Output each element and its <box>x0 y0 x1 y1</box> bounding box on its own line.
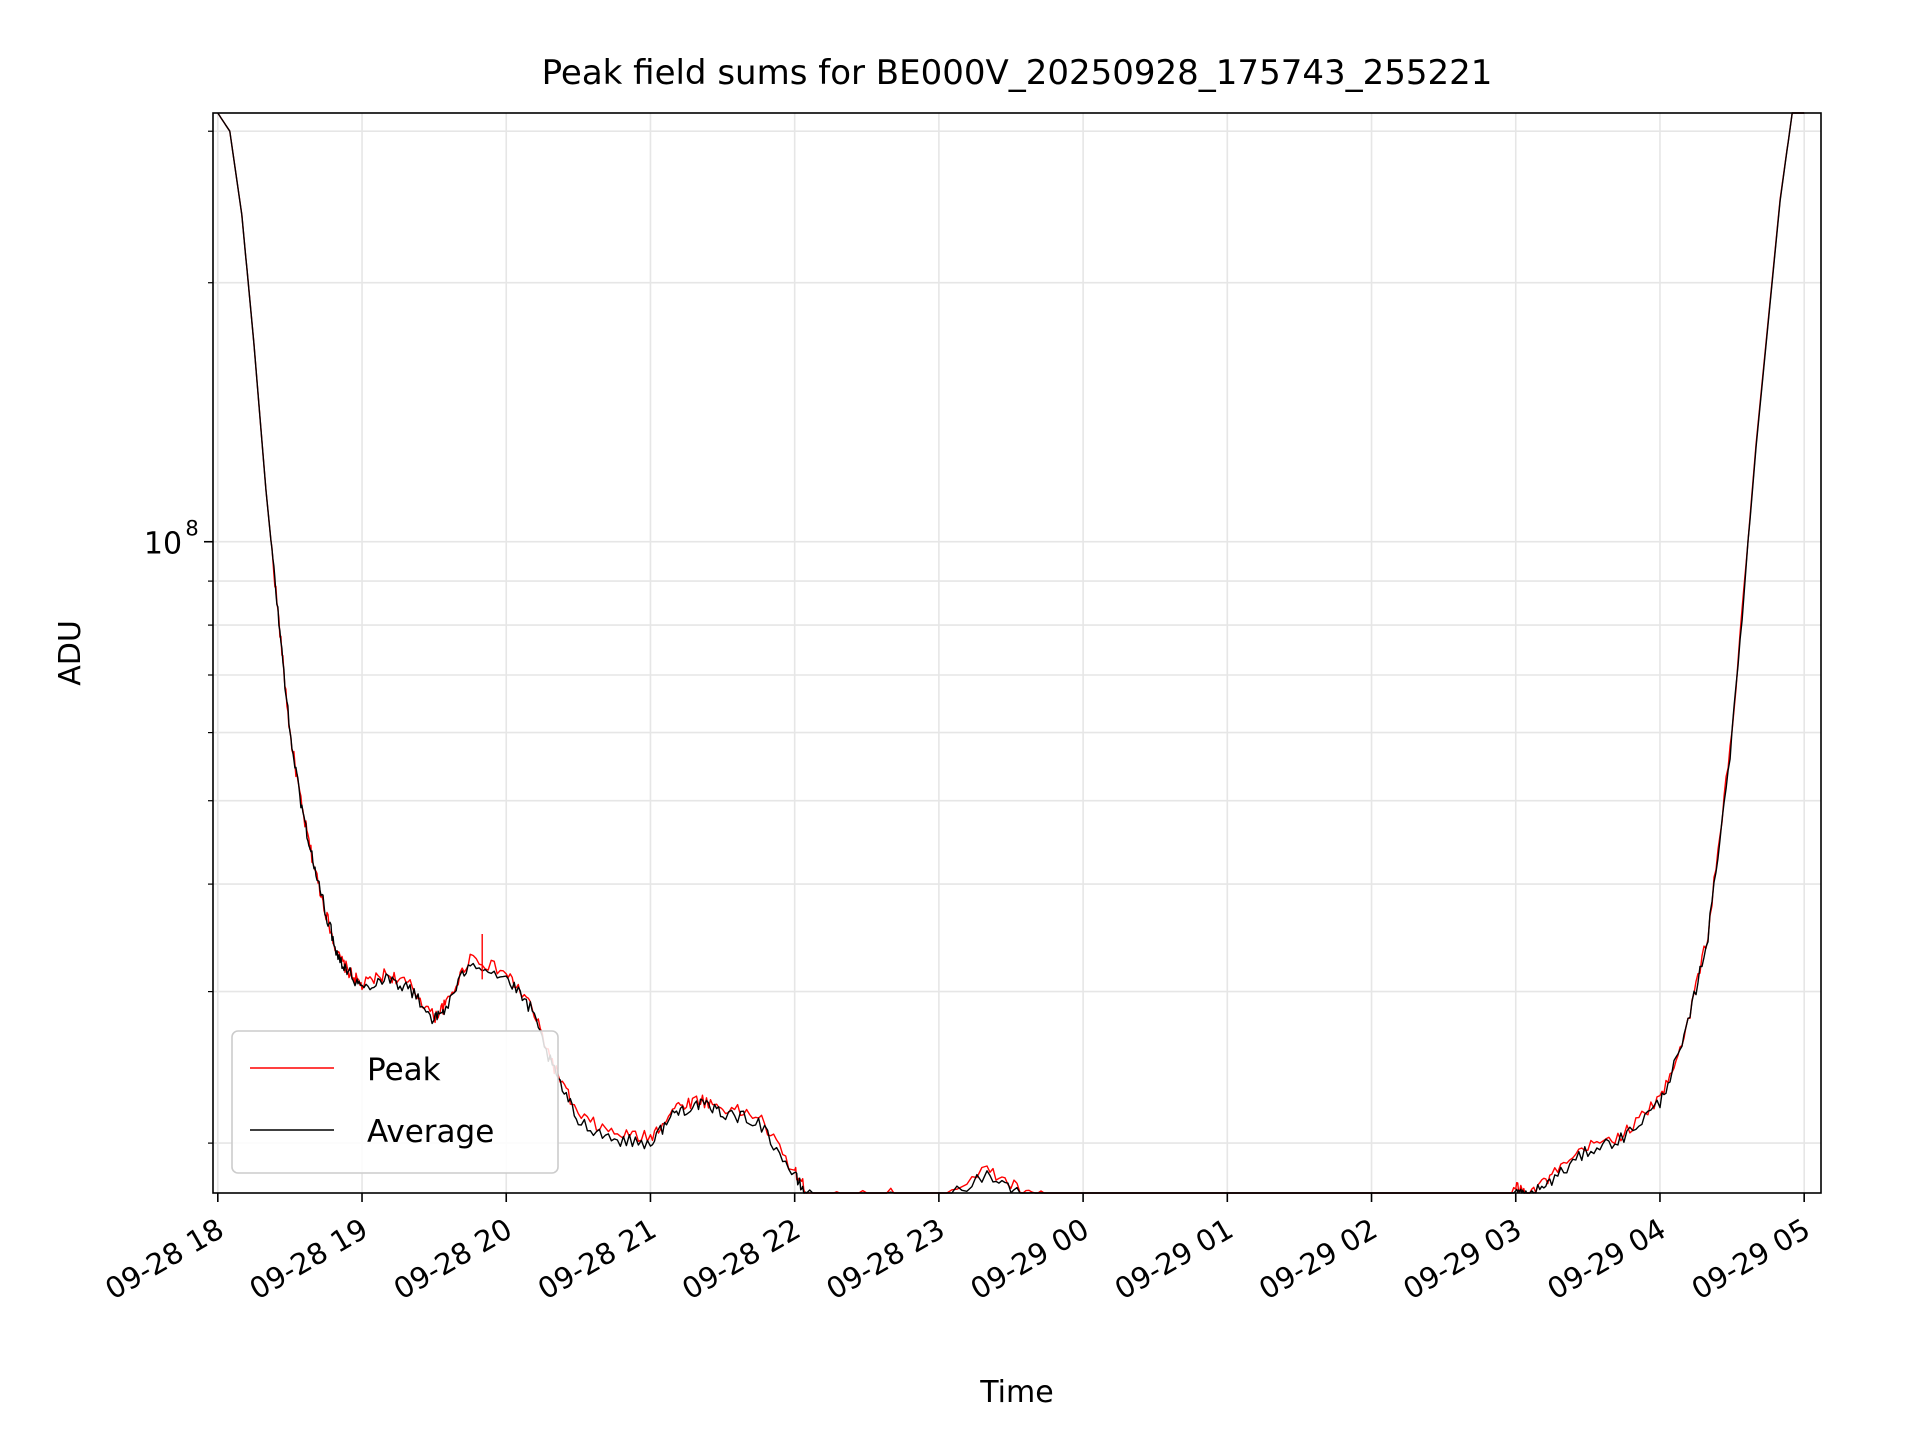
x-tick-label: 09-29 02 <box>1253 1212 1383 1307</box>
x-tick-label: 09-28 22 <box>676 1212 806 1307</box>
x-tick-label: 09-29 03 <box>1397 1212 1527 1307</box>
x-tick-label: 09-28 19 <box>244 1212 374 1307</box>
grid <box>213 113 1821 1193</box>
x-tick-label: 09-29 00 <box>965 1212 1095 1307</box>
x-tick-label: 09-28 18 <box>99 1212 229 1307</box>
x-tick-label: 09-28 20 <box>388 1212 518 1307</box>
legend-box <box>231 1030 559 1174</box>
plot-frame <box>212 112 1822 1194</box>
x-axis-label: Time <box>979 1375 1053 1410</box>
x-tick-label: 09-28 23 <box>820 1212 950 1307</box>
y-tick-label-base: 10 <box>144 527 182 562</box>
x-tick-label: 09-29 05 <box>1686 1212 1816 1307</box>
legend-peak-label: Peak <box>367 1052 441 1088</box>
legend-average-label: Average <box>367 1114 494 1150</box>
y-axis: 10 8 <box>144 130 213 1144</box>
x-tick-label: 09-29 01 <box>1109 1212 1239 1307</box>
legend: Peak Average <box>231 1030 559 1174</box>
x-tick-label: 09-28 21 <box>532 1212 662 1307</box>
x-tick-label: 09-29 04 <box>1542 1212 1672 1307</box>
x-axis: 09-28 18 09-28 19 09-28 20 09-28 21 09-28 22… <box>99 1193 1816 1307</box>
y-tick-label-exponent: 8 <box>185 517 198 541</box>
y-axis-label: ADU <box>53 620 88 686</box>
chart-title: Peak field sums for BE000V_20250928_1757… <box>542 53 1493 93</box>
